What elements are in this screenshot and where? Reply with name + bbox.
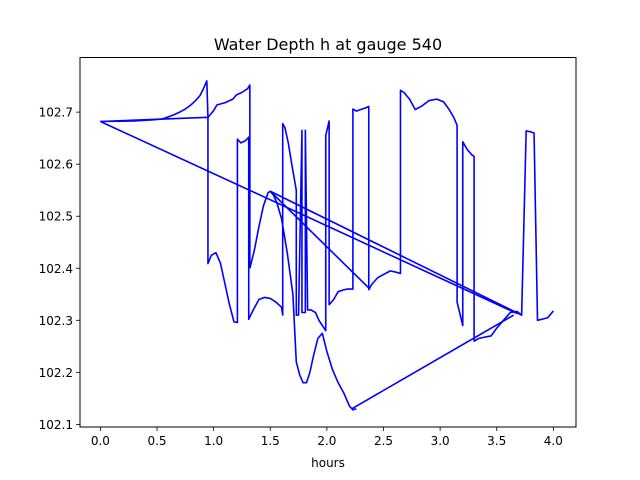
series-line-mid-jumps [207, 84, 251, 269]
x-axis: 0.0 0.5 1.0 1.5 2.0 2.5 3.0 3.5 4.0 [91, 427, 563, 448]
y-tick-label: 102.3 [39, 314, 73, 328]
x-tick-label: 1.0 [204, 434, 223, 448]
x-tick-label: 3.0 [431, 434, 450, 448]
series-line-cross-2 [269, 190, 522, 316]
y-tick-label: 102.1 [39, 418, 73, 432]
y-axis: 102.1 102.2 102.3 102.4 102.5 102.6 102.7 [39, 106, 80, 432]
y-tick-label: 102.5 [39, 210, 73, 224]
series-line-cross-3 [351, 314, 515, 410]
chart-title: Water Depth h at gauge 540 [214, 35, 442, 54]
x-axis-label: hours [311, 456, 345, 470]
plot-frame [79, 57, 577, 428]
y-tick-label: 102.7 [39, 106, 73, 120]
x-tick-label: 0.0 [91, 434, 110, 448]
y-tick-label: 102.2 [39, 366, 73, 380]
y-tick-label: 102.6 [39, 158, 73, 172]
series-line-cross-0 [100, 120, 518, 315]
y-tick-label: 102.4 [39, 262, 73, 276]
x-tick-label: 2.0 [317, 434, 336, 448]
x-tick-label: 3.5 [487, 434, 506, 448]
series-line-main-trace [100, 89, 554, 342]
series-line-upper-left-rise [100, 80, 209, 123]
series-line-dip-curve [249, 190, 357, 411]
x-tick-label: 0.5 [147, 434, 166, 448]
x-tick-label: 4.0 [544, 434, 563, 448]
x-tick-label: 1.5 [261, 434, 280, 448]
x-tick-label: 2.5 [374, 434, 393, 448]
plot-lines [100, 80, 554, 411]
series-line-cross-1 [269, 190, 371, 290]
